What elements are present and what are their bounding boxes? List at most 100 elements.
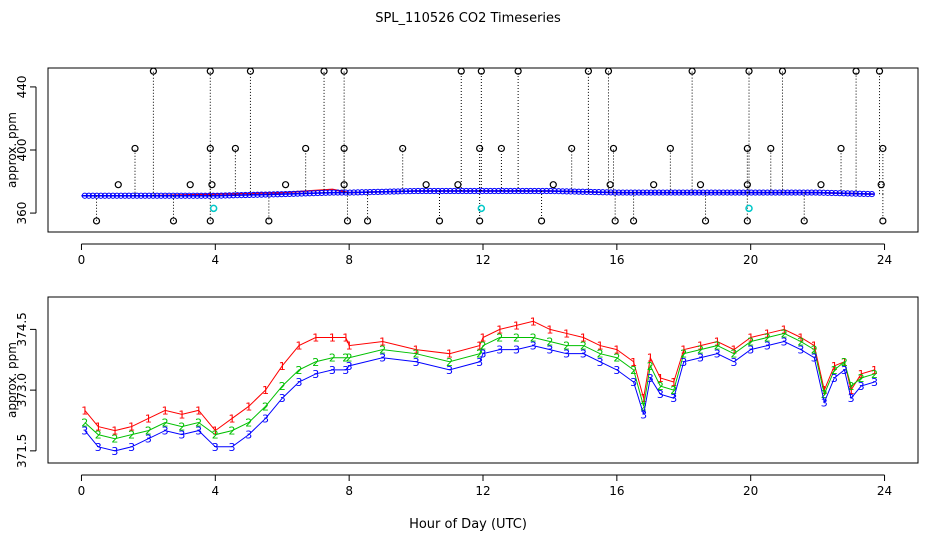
upper-baseline-point [234, 192, 241, 199]
lower-series-2-point: 2 [680, 348, 687, 361]
upper-baseline-point [145, 192, 153, 199]
lower-series-3-point: 3 [480, 348, 487, 361]
upper-baseline-point [282, 190, 289, 198]
upper-baseline-point [491, 187, 498, 195]
upper-baseline-point [105, 192, 113, 199]
upper-baseline-point [162, 192, 169, 199]
upper-baseline-point [298, 190, 305, 197]
upper-baseline-point [286, 190, 293, 198]
upper-baseline-point [515, 187, 522, 195]
upper-baseline-point [732, 189, 739, 196]
upper-outlier-low-point [435, 217, 444, 225]
upper-bump-point [454, 181, 462, 189]
upper-bump-point [340, 181, 348, 189]
upper-baseline-point [680, 189, 687, 196]
upper-cyan-point [477, 204, 486, 213]
upper-baseline-point [254, 191, 261, 198]
lower-series-3-point: 3 [630, 376, 637, 389]
upper-baseline-point [684, 189, 691, 196]
lower-series-2-line [84, 332, 875, 440]
lower-series-2-point: 2 [764, 331, 771, 344]
upper-baseline-point [137, 192, 145, 199]
upper-baseline-point [354, 189, 361, 196]
y-tick-label: 360 [15, 202, 29, 225]
upper-outlier-low-point [537, 217, 546, 225]
upper-baseline-point [390, 188, 398, 195]
lower-series-2-point: 2 [530, 331, 537, 344]
lower-series-2-point: 2 [379, 344, 386, 357]
lower-series-1-point: 1 [295, 340, 302, 353]
lower-series-3-point: 3 [81, 425, 88, 438]
upper-baseline-point [431, 187, 438, 195]
upper-baseline-point [370, 188, 378, 196]
lower-series-2-point: 2 [145, 425, 152, 438]
lower-series-2-point: 2 [797, 336, 804, 349]
lower-series-2-point: 2 [657, 380, 664, 393]
lower-series-3-point: 3 [747, 344, 754, 357]
upper-baseline-point [334, 189, 341, 196]
lower-series-3-point: 3 [162, 425, 169, 438]
upper-baseline-point [836, 190, 843, 197]
upper-outlier-low-point [611, 217, 619, 225]
upper-baseline-point [113, 192, 121, 199]
lower-series-2-point: 2 [346, 352, 353, 365]
upper-baseline-point [402, 188, 410, 195]
upper-outlier-low-point [629, 217, 638, 225]
lower-series-1-point: 1 [446, 348, 453, 361]
upper-baseline-point [153, 192, 161, 199]
upper-baseline-point [571, 188, 578, 195]
lower-series-3-point: 3 [647, 372, 654, 385]
upper-baseline-point [651, 189, 659, 196]
lower-series-2-point: 2 [580, 340, 587, 353]
upper-baseline-point [736, 189, 743, 196]
lower-series-1-point: 1 [329, 331, 336, 344]
upper-outlier-high-point [246, 67, 255, 75]
upper-outlier-mid-point [206, 144, 214, 153]
upper-baseline-point [615, 189, 622, 196]
upper-outlier-mid-point [231, 144, 239, 153]
lower-series-1-point: 1 [496, 323, 503, 336]
lower-series-1-point: 1 [613, 344, 620, 357]
lower-series-1-point: 1 [781, 323, 788, 336]
lower-series-2-point: 2 [747, 336, 754, 349]
upper-baseline-point [603, 189, 610, 196]
upper-baseline-point [816, 189, 823, 196]
lower-series-3-point: 3 [111, 445, 118, 458]
upper-baseline-point [290, 190, 297, 197]
lower-series-1-point: 1 [714, 336, 721, 349]
upper-baseline-point [663, 189, 671, 196]
upper-baseline-point [382, 188, 390, 195]
upper-outlier-low-point [343, 217, 352, 225]
upper-baseline-point [242, 191, 249, 199]
lower-series-2-point: 2 [563, 340, 570, 353]
upper-baseline-point [93, 192, 100, 199]
upper-baseline-point [350, 189, 357, 196]
upper-baseline-point [563, 188, 570, 195]
lower-series-2-point: 2 [831, 364, 838, 377]
upper-baseline-point [166, 192, 173, 199]
upper-baseline-point [708, 189, 715, 196]
upper-outlier-high-point [852, 67, 860, 75]
lower-series-3-point: 3 [764, 340, 771, 353]
lower-series-3-point: 3 [342, 364, 349, 377]
x-tick-label: 16 [609, 253, 624, 267]
upper-y-axis-label: approx. ppm [5, 112, 19, 188]
upper-outlier-mid-point [767, 144, 775, 153]
upper-baseline-point [688, 189, 695, 196]
lower-series-2-point: 2 [597, 348, 604, 361]
upper-baseline-point [198, 192, 205, 199]
lower-series-2-point: 2 [630, 364, 637, 377]
lower-series-2-point: 2 [245, 417, 252, 430]
upper-outlier-low-point [169, 217, 178, 225]
lower-series-2-point: 2 [413, 348, 420, 361]
x-tick-label: 20 [743, 484, 758, 498]
lower-series-3-point: 3 [546, 344, 553, 357]
lower-series-3-point: 3 [640, 408, 647, 421]
upper-outlier-high-point [745, 67, 753, 75]
lower-series-3-point: 3 [821, 396, 828, 409]
lower-series-3-point: 3 [580, 348, 587, 361]
upper-baseline-point [643, 189, 651, 196]
x-tick-label: 4 [211, 253, 219, 267]
upper-baseline-point [696, 189, 703, 196]
x-tick-label: 12 [475, 484, 490, 498]
